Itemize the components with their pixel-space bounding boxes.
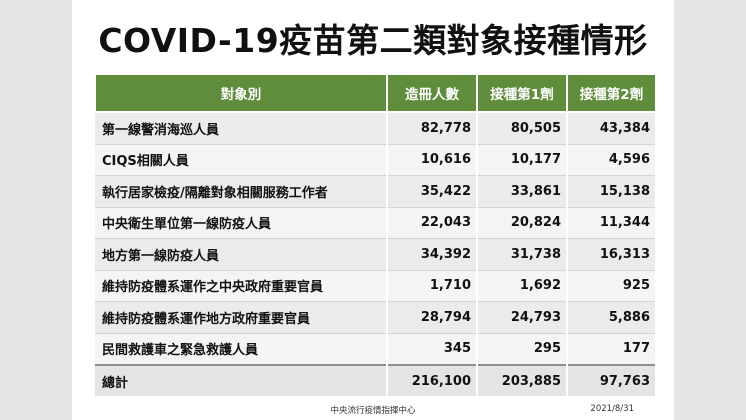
- row-dose2: 925: [567, 270, 657, 302]
- table-row: 中央衛生單位第一線防疫人員 22,043 20,824 11,344: [95, 207, 657, 239]
- left-margin: [0, 0, 72, 420]
- row-label: 維持防疫體系運作之中央政府重要官員: [95, 270, 388, 302]
- row-registered: 22,043: [387, 207, 478, 239]
- total-dose2: 97,763: [567, 364, 657, 396]
- row-registered: 345: [387, 333, 478, 366]
- row-label: 中央衛生單位第一線防疫人員: [95, 207, 388, 239]
- row-dose2: 5,886: [567, 301, 657, 334]
- table-row: 維持防疫體系運作地方政府重要官員 28,794 24,793 5,886: [95, 301, 657, 334]
- header-registered: 造冊人數: [386, 73, 478, 113]
- row-dose2: 43,384: [567, 112, 657, 145]
- row-label: 執行居家檢疫/隔離對象相關服務工作者: [95, 175, 388, 208]
- table-row: 第一線警消海巡人員 82,778 80,505 43,384: [95, 112, 657, 145]
- row-label: 地方第一線防疫人員: [95, 238, 388, 271]
- row-dose1: 80,505: [477, 112, 568, 145]
- header-dose2: 接種第2劑: [566, 73, 657, 113]
- row-dose1: 33,861: [477, 175, 568, 208]
- row-label: CIQS相關人員: [95, 144, 388, 176]
- total-dose1: 203,885: [477, 364, 568, 396]
- row-registered: 34,392: [387, 238, 478, 271]
- row-dose2: 15,138: [567, 175, 657, 208]
- row-registered: 82,778: [387, 112, 478, 145]
- table-row: 民間救護車之緊急救護人員 345 295 177: [95, 333, 657, 366]
- row-dose1: 295: [477, 333, 568, 366]
- row-label: 第一線警消海巡人員: [95, 112, 388, 145]
- row-label: 民間救護車之緊急救護人員: [95, 333, 388, 366]
- row-registered: 10,616: [387, 144, 478, 176]
- table-total-row: 總計 216,100 203,885 97,763: [95, 364, 657, 396]
- header-category: 對象別: [94, 73, 388, 113]
- slide-title: COVID-19疫苗第二類對象接種情形: [98, 21, 648, 60]
- vaccination-table: 對象別 造冊人數 接種第1劑 接種第2劑 第一線警消海巡人員 82,778 80…: [94, 73, 657, 396]
- footer-source: 中央流行疫情指揮中心: [330, 406, 416, 416]
- table-row: 維持防疫體系運作之中央政府重要官員 1,710 1,692 925: [95, 270, 657, 302]
- table-row: 地方第一線防疫人員 34,392 31,738 16,313: [95, 238, 657, 271]
- total-label: 總計: [95, 364, 388, 396]
- row-registered: 28,794: [387, 301, 478, 334]
- total-registered: 216,100: [387, 364, 478, 396]
- row-dose1: 24,793: [477, 301, 568, 334]
- table-row: CIQS相關人員 10,616 10,177 4,596: [95, 144, 657, 176]
- table-header-row: 對象別 造冊人數 接種第1劑 接種第2劑: [94, 73, 657, 113]
- row-dose1: 20,824: [477, 207, 568, 239]
- row-dose1: 1,692: [477, 270, 568, 302]
- row-dose2: 16,313: [567, 238, 657, 271]
- table-row: 執行居家檢疫/隔離對象相關服務工作者 35,422 33,861 15,138: [95, 175, 657, 208]
- row-registered: 1,710: [387, 270, 478, 302]
- slide: COVID-19疫苗第二類對象接種情形 對象別 造冊人數 接種第1劑 接種第2劑…: [72, 0, 674, 420]
- header-dose1: 接種第1劑: [476, 73, 568, 113]
- row-dose1: 10,177: [477, 144, 568, 176]
- row-registered: 35,422: [387, 175, 478, 208]
- row-dose2: 4,596: [567, 144, 657, 176]
- row-dose1: 31,738: [477, 238, 568, 271]
- right-margin: [674, 0, 746, 420]
- footer-date: 2021/8/31: [590, 404, 634, 414]
- row-dose2: 177: [567, 333, 657, 366]
- row-dose2: 11,344: [567, 207, 657, 239]
- row-label: 維持防疫體系運作地方政府重要官員: [95, 301, 388, 334]
